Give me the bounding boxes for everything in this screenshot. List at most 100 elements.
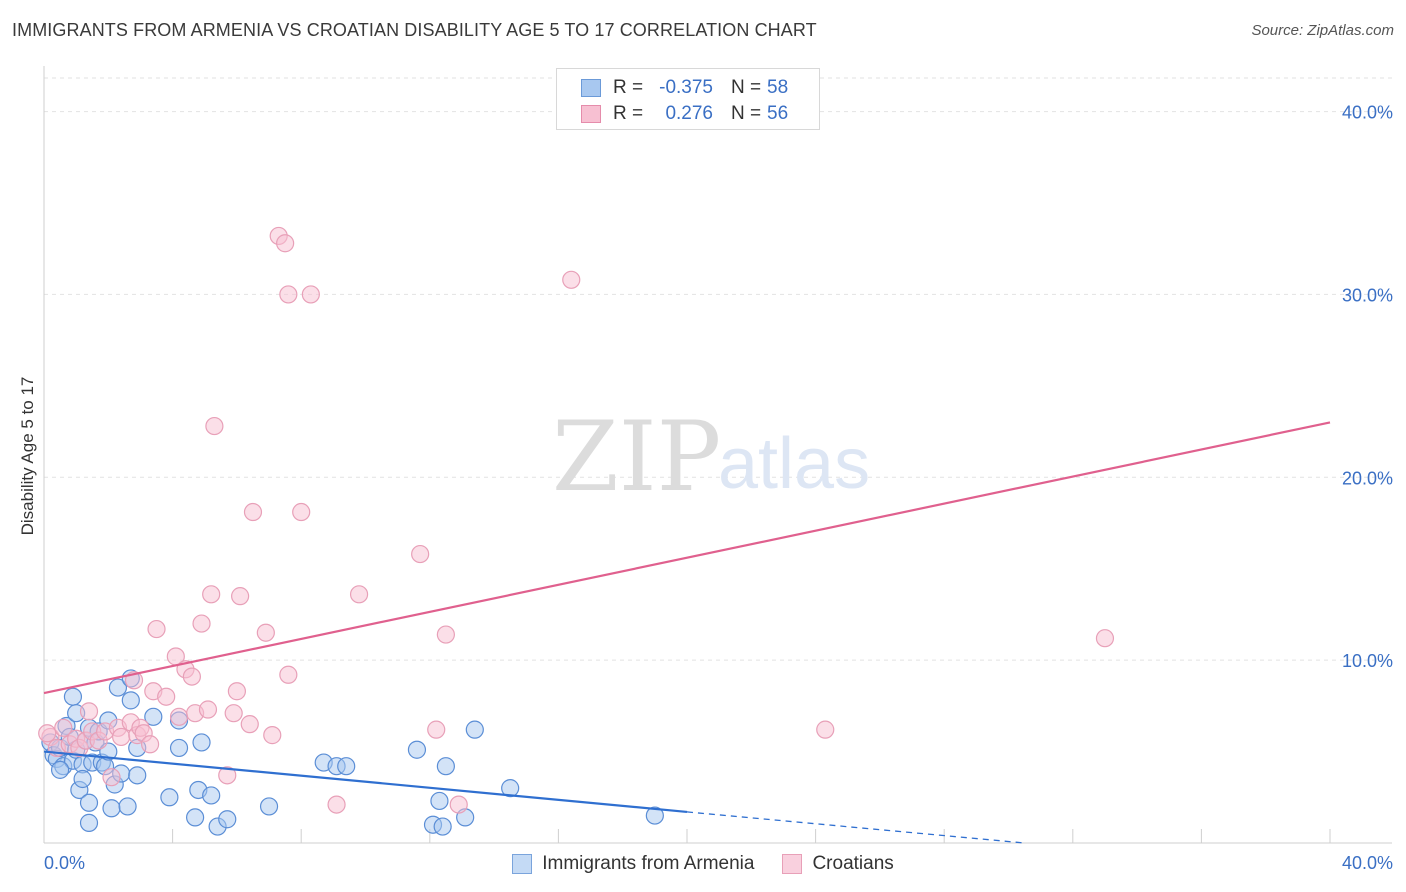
point-croatians xyxy=(562,270,581,289)
point-croatians xyxy=(436,625,455,644)
point-croatians xyxy=(256,623,275,642)
point-croatians xyxy=(349,585,369,604)
r-value: 0.276 xyxy=(665,103,713,124)
point-croatians xyxy=(243,502,263,522)
point-armenia xyxy=(121,691,140,710)
point-croatians xyxy=(292,502,311,522)
point-croatians xyxy=(276,234,295,253)
point-croatians xyxy=(816,720,835,739)
n-label: N = xyxy=(731,77,762,98)
point-croatians xyxy=(449,795,468,814)
point-armenia xyxy=(337,757,356,776)
point-armenia xyxy=(108,678,128,697)
point-armenia xyxy=(501,779,520,798)
legend-swatch-armenia xyxy=(581,79,601,97)
point-croatians xyxy=(224,704,243,723)
point-croatians xyxy=(240,715,259,734)
grid-lines xyxy=(44,77,1392,661)
watermark-zip: ZIP xyxy=(552,401,721,513)
point-croatians xyxy=(227,682,246,701)
point-croatians xyxy=(202,585,221,604)
point-armenia xyxy=(433,817,452,836)
r-value: -0.375 xyxy=(659,77,713,98)
point-armenia xyxy=(79,793,99,812)
point-croatians xyxy=(192,614,211,633)
point-armenia xyxy=(73,769,92,789)
point-croatians xyxy=(112,727,131,747)
legend-label-armenia: Immigrants from Armenia xyxy=(542,853,755,874)
trend-line-armenia xyxy=(43,750,688,814)
point-croatians xyxy=(182,667,201,686)
y-tick-label: 30.0% xyxy=(1342,285,1393,305)
y-tick-label: 40.0% xyxy=(1342,103,1393,123)
point-croatians xyxy=(140,735,160,754)
n-value: 58 xyxy=(767,77,789,98)
trend-line-croatians xyxy=(43,421,1331,695)
point-croatians xyxy=(102,768,121,787)
point-armenia xyxy=(465,720,484,739)
point-armenia xyxy=(169,738,189,758)
point-croatians xyxy=(218,766,237,785)
r-label: R = xyxy=(613,77,644,98)
point-croatians xyxy=(205,416,224,436)
point-croatians xyxy=(263,726,282,745)
r-label: R = xyxy=(613,103,644,124)
correlation-legend: R = -0.375 N = 58 R = 0.276 N = 56 xyxy=(556,68,820,130)
y-tick-label: 10.0% xyxy=(1342,651,1393,671)
x-tick-label: 40.0% xyxy=(1342,853,1393,873)
point-armenia xyxy=(202,786,221,805)
point-croatians xyxy=(411,544,430,564)
point-croatians xyxy=(198,700,218,719)
legend-swatch-croatians xyxy=(581,105,601,123)
chart-title: IMMIGRANTS FROM ARMENIA VS CROATIAN DISA… xyxy=(12,20,817,40)
point-armenia xyxy=(192,733,211,752)
point-croatians xyxy=(54,718,73,737)
point-croatians xyxy=(169,707,189,726)
point-armenia xyxy=(50,760,70,779)
legend-item-croatians[interactable]: Croatians xyxy=(782,853,894,875)
data-points xyxy=(38,226,1115,836)
axes xyxy=(43,66,1392,844)
legend-item-armenia[interactable]: Immigrants from Armenia xyxy=(512,853,754,875)
watermark-atlas: atlas xyxy=(718,424,870,504)
point-croatians xyxy=(327,795,346,814)
x-tick-label: 0.0% xyxy=(44,853,85,873)
point-armenia xyxy=(79,813,99,832)
point-armenia xyxy=(102,799,121,818)
point-armenia xyxy=(186,808,205,827)
n-value: 56 xyxy=(767,103,789,124)
point-armenia xyxy=(160,788,179,807)
trend-line-armenia-extension xyxy=(686,811,1025,844)
source-label: Source: ZipAtlas.com xyxy=(1251,22,1394,39)
point-armenia xyxy=(128,766,147,785)
point-armenia xyxy=(218,810,237,829)
legend-swatch-armenia xyxy=(512,854,533,874)
point-armenia xyxy=(407,740,427,759)
point-armenia xyxy=(436,757,455,776)
point-armenia xyxy=(430,791,449,811)
point-croatians xyxy=(157,687,176,706)
legend-label-croatians: Croatians xyxy=(812,853,894,874)
point-armenia xyxy=(144,707,163,726)
point-croatians xyxy=(231,587,250,606)
point-croatians xyxy=(1095,629,1115,648)
series-legend: Immigrants from Armenia Croatians xyxy=(0,850,1406,878)
point-armenia xyxy=(63,687,83,706)
tick-labels: 10.0% 20.0% 30.0% 40.0% 0.0% 40.0% xyxy=(44,103,1393,873)
n-label: N = xyxy=(731,103,762,124)
y-tick-label: 20.0% xyxy=(1342,468,1393,488)
trend-lines xyxy=(43,421,1331,844)
point-armenia xyxy=(645,806,664,825)
point-armenia xyxy=(259,797,279,816)
point-croatians xyxy=(279,665,298,684)
point-croatians xyxy=(427,720,446,739)
point-croatians xyxy=(79,702,99,721)
legend-row-armenia: R = -0.375 N = 58 xyxy=(581,76,788,100)
point-croatians xyxy=(38,724,57,743)
legend-row-croatians: R = 0.276 N = 56 xyxy=(581,102,788,126)
point-armenia xyxy=(118,797,137,816)
point-croatians xyxy=(279,285,298,304)
point-croatians xyxy=(301,285,320,304)
point-croatians xyxy=(147,619,166,639)
